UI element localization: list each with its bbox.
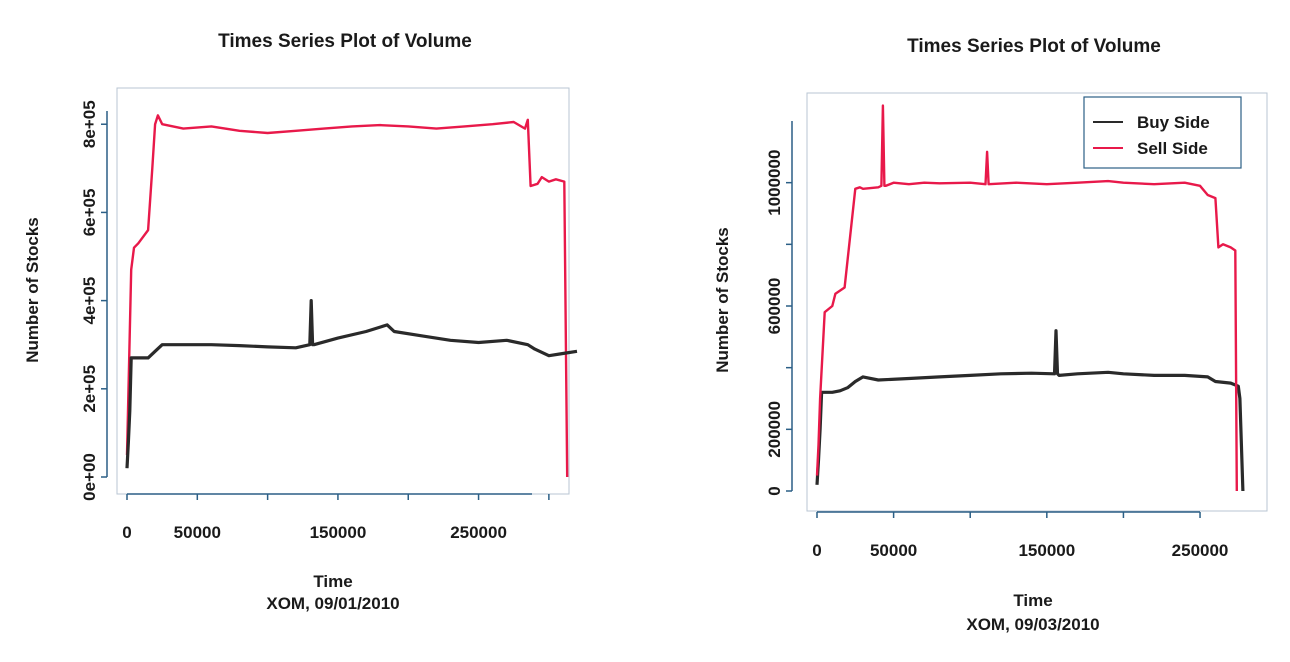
- x-tick-label: 50000: [870, 541, 917, 560]
- left-series-buy: [125, 299, 578, 469]
- right-series-sell: [815, 104, 1239, 492]
- x-tick-label: 0: [122, 523, 131, 542]
- chart-right-ylabel: Number of Stocks: [713, 227, 732, 372]
- legend-box: [1083, 96, 1242, 169]
- x-tick-label: 250000: [450, 523, 507, 542]
- chart-right-series: [815, 104, 1245, 492]
- x-tick-label: 0: [812, 541, 821, 560]
- chart-right-subtitle: XOM, 09/03/2010: [966, 615, 1099, 634]
- y-tick-label: 8e+05: [80, 100, 99, 148]
- x-tick-label: 150000: [1018, 541, 1075, 560]
- chart-right-x-ticks: 0 50000 150000 250000: [812, 512, 1228, 560]
- chart-left-xlabel: Time: [313, 572, 352, 591]
- chart-right-plot-frame: [806, 92, 1268, 512]
- chart-right-title: Times Series Plot of Volume: [907, 36, 1161, 57]
- y-tick-label: 0: [765, 486, 784, 495]
- chart-right-legend: Buy Side Sell Side: [1083, 96, 1242, 169]
- x-tick-label: 150000: [310, 523, 367, 542]
- chart-left-subtitle: XOM, 09/01/2010: [266, 594, 399, 613]
- legend-label-buy: Buy Side: [1137, 113, 1210, 132]
- chart-right-y-ticks: 0 200000 600000 1000000: [765, 150, 792, 496]
- y-tick-label: 200000: [765, 401, 784, 458]
- right-series-buy: [815, 329, 1245, 492]
- chart-left-x-ticks: 0 50000 150000 250000: [122, 494, 550, 542]
- chart-left-plot-frame: [116, 87, 570, 495]
- y-tick-label: 6e+05: [80, 189, 99, 237]
- chart-left: Times Series Plot of Volume 0e+00 2e+05 4e…: [23, 31, 578, 613]
- y-tick-label: 1000000: [765, 150, 784, 216]
- chart-left-title: Times Series Plot of Volume: [218, 31, 472, 52]
- y-tick-label: 4e+05: [80, 277, 99, 325]
- x-tick-label: 250000: [1172, 541, 1229, 560]
- y-tick-label: 600000: [765, 278, 784, 335]
- y-tick-label: 2e+05: [80, 365, 99, 413]
- left-series-sell: [125, 114, 569, 478]
- chart-left-series: [125, 114, 578, 478]
- y-tick-label: 0e+00: [80, 453, 99, 501]
- chart-left-ylabel: Number of Stocks: [23, 217, 42, 362]
- chart-left-y-ticks: 0e+00 2e+05 4e+05 6e+05 8e+05: [80, 100, 107, 501]
- legend-label-sell: Sell Side: [1137, 139, 1208, 158]
- chart-right: Times Series Plot of Volume 0 200000 60000…: [713, 36, 1268, 634]
- chart-right-xlabel: Time: [1013, 591, 1052, 610]
- x-tick-label: 50000: [174, 523, 221, 542]
